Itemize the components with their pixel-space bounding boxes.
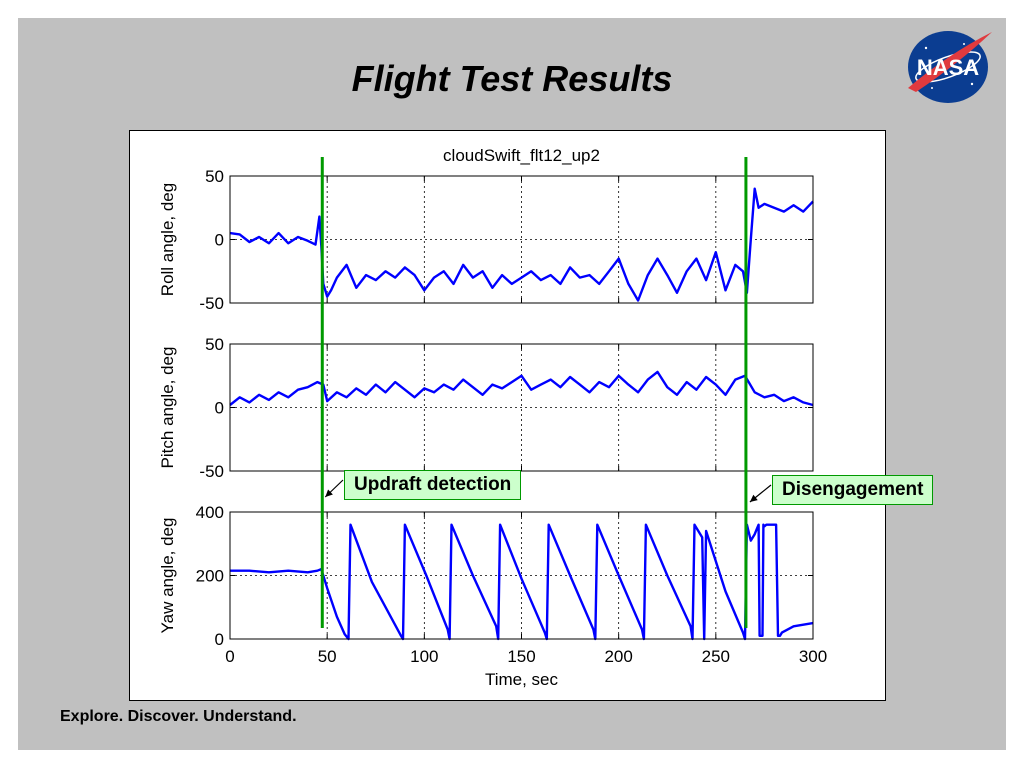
x-tick-label: 50 (318, 647, 337, 666)
y-axis-label: Roll angle, deg (158, 183, 177, 296)
x-tick-label: 200 (604, 647, 632, 666)
y-tick-label: 400 (196, 503, 224, 522)
y-tick-label: 200 (196, 567, 224, 586)
nasa-logo: NASA (902, 26, 994, 113)
disengagement-callout: Disengagement (772, 475, 934, 505)
y-tick-label: 0 (215, 630, 224, 649)
data-line (229, 187, 814, 302)
subplot-2: -50 0 50 Pitch angle, deg (158, 335, 814, 481)
x-axis-label: Time, sec (485, 670, 559, 689)
nasa-logo-text: NASA (917, 55, 979, 80)
x-tick-label: 150 (507, 647, 535, 666)
footer-tagline: Explore. Discover. Understand. (60, 708, 297, 725)
chart-title: cloudSwift_flt12_up2 (443, 146, 600, 165)
y-axis-label: Yaw angle, deg (158, 518, 177, 634)
x-tick-label: 250 (702, 647, 730, 666)
y-tick-label: -50 (199, 294, 224, 313)
data-line (229, 370, 814, 407)
page-title: Flight Test Results (351, 58, 673, 99)
chart-svg: cloudSwift_flt12_up2 -50 0 50 Roll angle, de… (158, 146, 827, 689)
y-tick-label: 0 (215, 231, 224, 250)
x-tick-label: 0 (225, 647, 234, 666)
y-tick-label: -50 (199, 462, 224, 481)
figure-window: cloudSwift_flt12_up2 -50 0 50 Roll angle, de… (129, 130, 886, 701)
updraft-callout: Updraft detection (344, 470, 522, 500)
subplot-3: 0 200 400 Yaw angle, deg (158, 503, 814, 649)
y-tick-label: 0 (215, 399, 224, 418)
subplot-1: -50 0 50 Roll angle, deg (158, 167, 814, 313)
y-axis-label: Pitch angle, deg (158, 347, 177, 469)
y-tick-label: 50 (205, 335, 224, 354)
y-tick-label: 50 (205, 167, 224, 186)
data-line (230, 523, 814, 641)
x-tick-label: 100 (410, 647, 438, 666)
x-tick-label: 300 (799, 647, 827, 666)
